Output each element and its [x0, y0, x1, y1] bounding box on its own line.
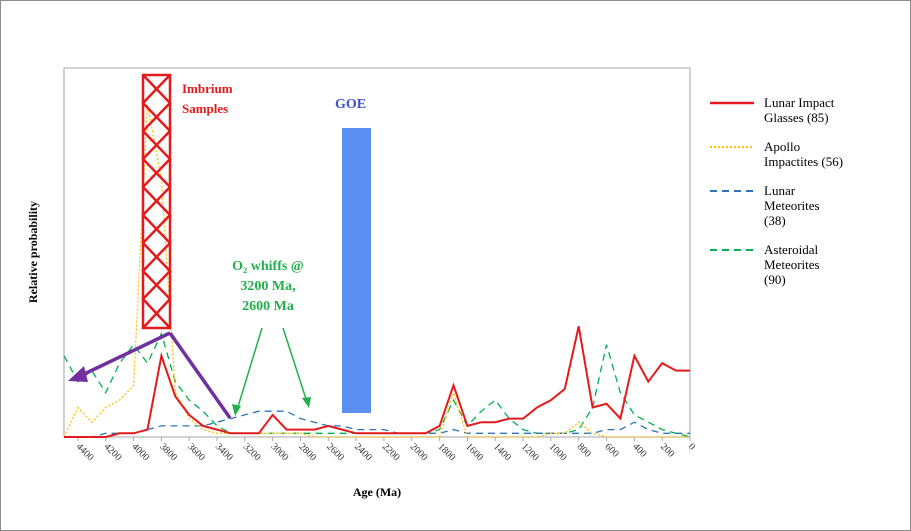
x-tick-label: 2800	[296, 441, 318, 463]
legend-item: Lunar Meteorites (38)	[710, 183, 844, 228]
x-tick-label: 0	[686, 441, 697, 452]
x-tick-label: 3200	[241, 441, 263, 463]
legend-label: Lunar Impact Glasses (85)	[764, 95, 835, 125]
x-tick-label: 4200	[102, 441, 124, 463]
x-tick-label: 1800	[435, 441, 457, 463]
x-tick-label: 3400	[213, 441, 235, 463]
annotation: Samples	[182, 101, 228, 116]
imbrium-box	[141, 73, 172, 330]
x-tick-label: 800	[575, 441, 593, 459]
legend-swatch	[710, 249, 754, 251]
x-tick-label: 1000	[547, 441, 569, 463]
legend-label: Lunar Meteorites (38)	[764, 183, 820, 228]
x-tick-label: 3000	[269, 441, 291, 463]
x-tick-label: 400	[630, 441, 648, 459]
legend-label: Apollo Impactites (56)	[764, 139, 844, 169]
whiff-arrows	[232, 327, 311, 416]
legend-label: Asteroidal Meteorites (90)	[764, 242, 820, 287]
legend: Lunar Impact Glasses (85) Apollo Impactit…	[710, 95, 900, 301]
marks	[63, 104, 691, 441]
y-axis-label: Relative probability	[26, 201, 40, 303]
legend-item: Apollo Impactites (56)	[710, 139, 844, 169]
x-tick-label: 4000	[129, 441, 151, 463]
series-line	[64, 410, 690, 438]
annotation: 2600 Ma	[242, 299, 294, 314]
x-tick-label: 1400	[491, 441, 513, 463]
goe-bar	[342, 128, 371, 413]
x-tick-label: 1200	[519, 441, 541, 463]
annotation: GOE	[335, 97, 366, 112]
annotation: O₂ whiffs @	[232, 259, 304, 274]
imbrium-arrows	[68, 331, 232, 420]
series-line	[64, 326, 690, 438]
x-tick-label: 2600	[324, 441, 346, 463]
x-tick-label: 200	[658, 441, 676, 459]
legend-item: Asteroidal Meteorites (90)	[710, 242, 844, 287]
x-tick-label: 4400	[74, 441, 96, 463]
series-line	[63, 104, 690, 438]
legend-item: Lunar Impact Glasses (85)	[710, 95, 844, 125]
x-tick-label: 3800	[157, 441, 179, 463]
x-tick-label: 600	[602, 441, 620, 459]
x-tick-label: 3600	[185, 441, 207, 463]
x-tick-label: 2000	[408, 441, 430, 463]
x-tick-label: 2200	[380, 441, 402, 463]
plot-area	[63, 67, 691, 438]
x-tick-label: 1600	[463, 441, 485, 463]
legend-swatch	[710, 190, 754, 192]
legend-swatch	[710, 146, 754, 148]
annotation: Imbrium	[182, 81, 233, 96]
annotation: 3200 Ma,	[240, 279, 295, 294]
legend-swatch	[710, 101, 754, 105]
x-tick-label: 2400	[352, 441, 374, 463]
x-axis-label: Age (Ma)	[353, 485, 401, 499]
